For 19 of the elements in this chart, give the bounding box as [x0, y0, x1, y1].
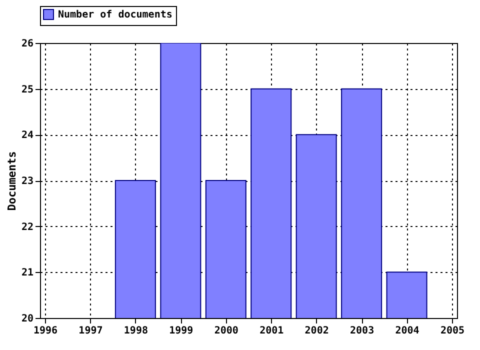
- x-tick-label: 2003: [350, 326, 374, 336]
- x-tick-label: 2000: [214, 326, 238, 336]
- y-tick-label: 20: [21, 314, 34, 324]
- x-tick-label: 2001: [260, 326, 284, 336]
- y-tick-label: 23: [21, 176, 34, 187]
- y-tick-label: 21: [21, 268, 34, 279]
- x-tick-label: 2004: [395, 326, 420, 336]
- x-tick-label: 2005: [440, 326, 465, 336]
- y-axis-title: Documents: [5, 151, 18, 211]
- x-tick-label: 1997: [78, 326, 103, 336]
- y-tick-label: 25: [21, 84, 34, 96]
- x-tick-label: 2002: [304, 326, 329, 336]
- x-tick-label: 1998: [124, 326, 148, 336]
- legend-label: Number of documents: [58, 10, 172, 20]
- x-tick-label: 1996: [33, 326, 58, 336]
- y-tick-label: 26: [21, 38, 34, 50]
- x-tick-label: 1999: [169, 326, 194, 336]
- y-tick-label: 24: [21, 130, 34, 142]
- y-tick-label: 22: [21, 222, 34, 233]
